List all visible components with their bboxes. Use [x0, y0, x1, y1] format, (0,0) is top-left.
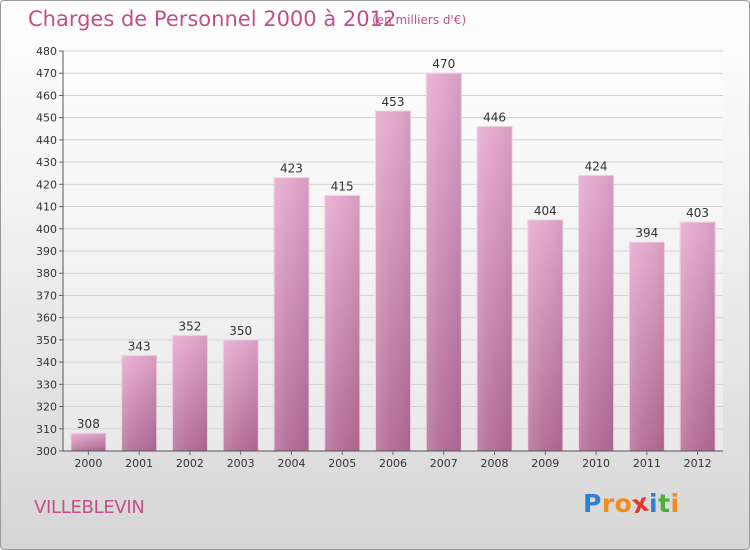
y-tick-label: 450 — [36, 112, 57, 125]
x-tick-label: 2005 — [328, 457, 356, 470]
logo-letter: r — [601, 489, 615, 518]
y-tick-label: 460 — [36, 89, 57, 102]
data-label: 404 — [534, 204, 557, 218]
y-tick-label: 310 — [36, 423, 57, 436]
logo-letter: t — [658, 489, 671, 518]
data-label: 308 — [77, 417, 100, 431]
data-label: 415 — [331, 179, 354, 193]
x-tick-label: 2009 — [531, 457, 559, 470]
y-tick-label: 360 — [36, 312, 57, 325]
y-tick-label: 430 — [36, 156, 57, 169]
x-tick-label: 2011 — [633, 457, 661, 470]
y-tick-label: 300 — [36, 445, 57, 458]
logo-letter: P — [583, 489, 602, 518]
chart-unit-note: (en milliers d'€) — [372, 13, 467, 27]
logo-letter: i — [670, 489, 680, 518]
y-tick-label: 470 — [36, 67, 57, 80]
data-label: 453 — [382, 95, 405, 109]
data-label: 424 — [585, 159, 608, 173]
x-tick-label: 2001 — [125, 457, 153, 470]
y-tick-label: 330 — [36, 378, 57, 391]
bar-highlight — [121, 355, 157, 451]
y-tick-label: 400 — [36, 223, 57, 236]
x-tick-label: 2008 — [481, 457, 509, 470]
bar-highlight — [375, 111, 411, 451]
data-label: 343 — [128, 339, 151, 353]
y-tick-label: 350 — [36, 334, 57, 347]
data-label: 352 — [178, 319, 201, 333]
y-tick-label: 370 — [36, 289, 57, 302]
y-tick-label: 410 — [36, 201, 57, 214]
data-label: 470 — [432, 57, 455, 71]
y-tick-label: 380 — [36, 267, 57, 280]
proxiti-logo: Proxiti — [583, 488, 680, 520]
logo-letter: o — [614, 489, 633, 518]
bar-highlight — [527, 219, 563, 451]
y-tick-label: 390 — [36, 245, 57, 258]
y-tick-label: 440 — [36, 134, 57, 147]
data-label: 423 — [280, 162, 303, 176]
x-tick-label: 2010 — [582, 457, 610, 470]
bar-highlight — [324, 195, 360, 451]
bar-highlight — [70, 433, 106, 451]
location-name: VILLEBLEVIN — [34, 497, 145, 518]
y-tick-label: 320 — [36, 401, 57, 414]
bar-highlight — [172, 335, 208, 451]
x-tick-label: 2006 — [379, 457, 407, 470]
x-tick-label: 2012 — [684, 457, 712, 470]
x-tick-label: 2007 — [430, 457, 458, 470]
data-label: 446 — [483, 111, 506, 125]
bar-highlight — [629, 242, 665, 451]
y-tick-label: 340 — [36, 356, 57, 369]
bar-highlight — [273, 177, 309, 451]
y-tick-label: 420 — [36, 178, 57, 191]
x-tick-label: 2000 — [74, 457, 102, 470]
bar-highlight — [578, 175, 614, 451]
chart-title: Charges de Personnel 2000 à 2012 — [28, 7, 397, 31]
data-label: 350 — [229, 324, 252, 338]
data-label: 394 — [635, 226, 658, 240]
bar-highlight — [223, 339, 259, 451]
bar-highlight — [477, 126, 513, 452]
data-label: 403 — [686, 206, 709, 220]
x-tick-label: 2004 — [277, 457, 305, 470]
logo-letter: i — [649, 489, 659, 518]
bar-highlight — [426, 73, 462, 451]
x-tick-label: 2002 — [176, 457, 204, 470]
x-tick-label: 2003 — [227, 457, 255, 470]
y-tick-label: 480 — [36, 45, 57, 58]
bar-highlight — [680, 222, 716, 451]
